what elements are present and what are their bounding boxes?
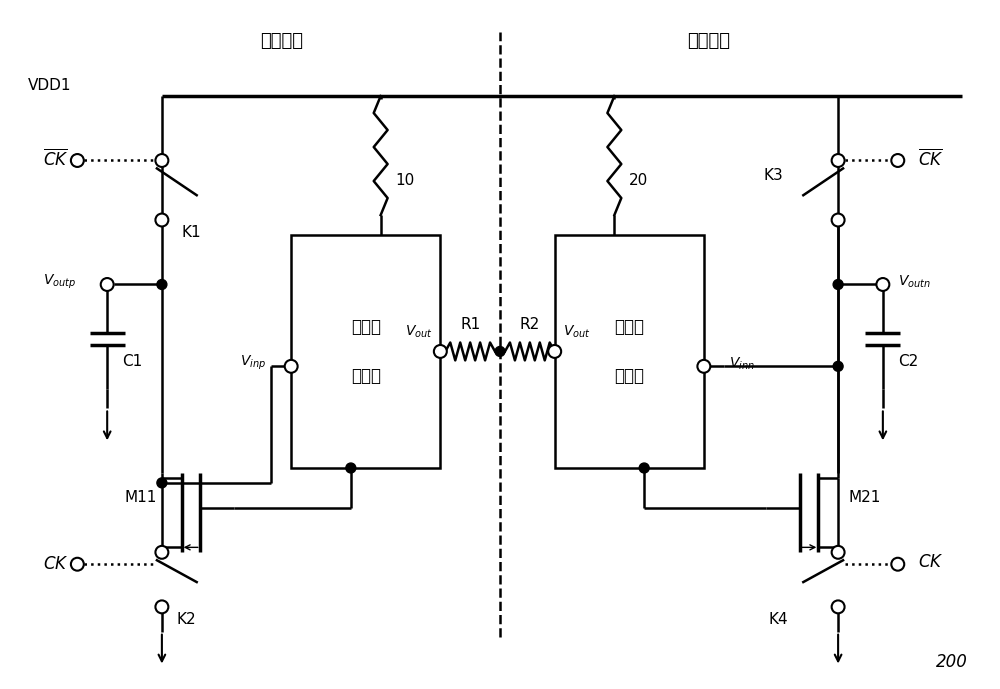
Text: 超源极: 超源极 <box>351 318 381 336</box>
Circle shape <box>434 345 447 358</box>
Text: 20: 20 <box>629 173 649 188</box>
Circle shape <box>876 278 889 291</box>
Text: 第一部分: 第一部分 <box>260 32 303 50</box>
Text: 超源极: 超源极 <box>614 318 644 336</box>
Text: $CK$: $CK$ <box>43 555 68 573</box>
Text: R2: R2 <box>520 317 540 331</box>
Text: 200: 200 <box>936 653 967 671</box>
Text: $V_{inn}$: $V_{inn}$ <box>729 355 755 371</box>
Text: $\overline{CK}$: $\overline{CK}$ <box>43 148 68 169</box>
Text: $V_{outn}$: $V_{outn}$ <box>898 274 931 289</box>
Bar <box>555 235 704 468</box>
Text: 跟随器: 跟随器 <box>351 367 381 385</box>
Circle shape <box>639 463 649 473</box>
Circle shape <box>155 154 168 167</box>
Text: K2: K2 <box>177 612 196 627</box>
Circle shape <box>891 558 904 570</box>
Text: M21: M21 <box>848 491 880 505</box>
Text: K1: K1 <box>182 225 201 240</box>
Circle shape <box>346 463 356 473</box>
Text: $V_{out}$: $V_{out}$ <box>563 323 590 340</box>
Text: $\overline{CK}$: $\overline{CK}$ <box>918 148 943 169</box>
Text: $V_{out}$: $V_{out}$ <box>405 323 432 340</box>
Circle shape <box>832 546 845 559</box>
Circle shape <box>101 278 114 291</box>
Text: VDD1: VDD1 <box>28 78 71 93</box>
Circle shape <box>832 214 845 227</box>
Text: 10: 10 <box>396 173 415 188</box>
Text: $CK$: $CK$ <box>918 553 943 571</box>
Circle shape <box>833 280 843 289</box>
Circle shape <box>891 154 904 167</box>
Text: C2: C2 <box>898 354 918 369</box>
Circle shape <box>155 214 168 227</box>
Text: $V_{inp}$: $V_{inp}$ <box>240 354 266 373</box>
Circle shape <box>832 154 845 167</box>
Circle shape <box>157 478 167 488</box>
Circle shape <box>71 154 84 167</box>
Circle shape <box>157 280 167 289</box>
Text: M11: M11 <box>125 491 157 505</box>
Circle shape <box>697 360 710 373</box>
Circle shape <box>495 347 505 356</box>
Text: C1: C1 <box>122 354 142 369</box>
Text: K3: K3 <box>764 168 783 183</box>
Circle shape <box>71 558 84 570</box>
Circle shape <box>832 600 845 613</box>
Bar <box>291 235 440 468</box>
Circle shape <box>833 361 843 371</box>
Text: $V_{outp}$: $V_{outp}$ <box>43 272 76 291</box>
Text: 跟随器: 跟随器 <box>614 367 644 385</box>
Circle shape <box>285 360 298 373</box>
Circle shape <box>548 345 561 358</box>
Text: K4: K4 <box>769 612 788 627</box>
Text: R1: R1 <box>460 317 480 331</box>
Circle shape <box>155 600 168 613</box>
Text: 第二部分: 第二部分 <box>687 32 730 50</box>
Circle shape <box>155 546 168 559</box>
